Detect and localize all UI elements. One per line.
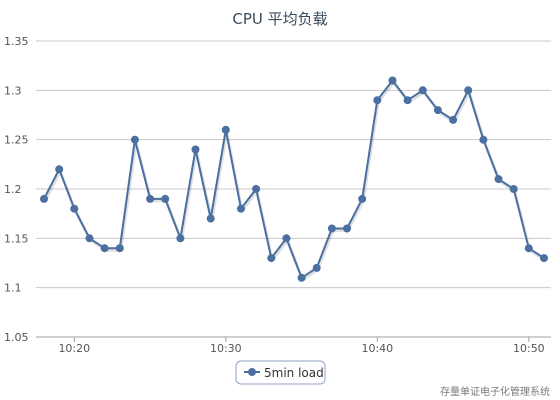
grid bbox=[36, 40, 551, 338]
data-point[interactable] bbox=[206, 214, 215, 223]
chart-title: CPU 平均负载 bbox=[232, 10, 327, 28]
data-point[interactable] bbox=[343, 224, 351, 233]
data-point[interactable] bbox=[403, 96, 412, 105]
data-point[interactable] bbox=[282, 234, 291, 243]
data-point[interactable] bbox=[540, 254, 548, 263]
data-point[interactable] bbox=[146, 194, 155, 203]
data-point[interactable] bbox=[85, 234, 94, 243]
credits-text[interactable]: 存量单证电子化管理系统 bbox=[440, 385, 550, 398]
data-point[interactable] bbox=[479, 135, 488, 144]
legend-series-marker bbox=[248, 368, 256, 376]
data-point[interactable] bbox=[297, 273, 306, 282]
x-tick-label: 10:30 bbox=[210, 342, 242, 355]
data-point[interactable] bbox=[237, 204, 245, 213]
x-tick-label: 10:40 bbox=[361, 342, 393, 355]
x-tick-label: 10:20 bbox=[58, 342, 90, 355]
data-point[interactable] bbox=[100, 244, 109, 253]
data-point[interactable] bbox=[191, 145, 200, 154]
data-point[interactable] bbox=[70, 204, 79, 213]
data-point[interactable] bbox=[524, 244, 533, 253]
data-point[interactable] bbox=[312, 263, 321, 272]
data-point[interactable] bbox=[464, 86, 473, 95]
y-tick-label: 1.35 bbox=[4, 35, 29, 48]
data-point[interactable] bbox=[449, 115, 458, 124]
data-point[interactable] bbox=[115, 244, 124, 253]
data-point[interactable] bbox=[176, 234, 185, 243]
y-tick-label: 1.05 bbox=[4, 331, 29, 344]
y-axis: 1.05 1.1 1.15 1.2 1.25 1.3 1.35 bbox=[4, 35, 29, 344]
data-point[interactable] bbox=[433, 106, 442, 115]
data-point[interactable] bbox=[418, 86, 427, 95]
data-point[interactable] bbox=[221, 125, 230, 134]
data-point[interactable] bbox=[509, 185, 518, 193]
legend[interactable]: 5min load bbox=[235, 360, 326, 385]
x-tick-label: 10:50 bbox=[513, 342, 545, 355]
data-point[interactable] bbox=[373, 96, 382, 105]
y-tick-label: 1.1 bbox=[4, 282, 22, 295]
x-axis: 10:20 10:30 10:40 10:50 bbox=[36, 336, 551, 355]
y-tick-label: 1.15 bbox=[4, 232, 29, 245]
y-tick-label: 1.25 bbox=[4, 134, 29, 147]
y-tick-label: 1.3 bbox=[4, 84, 22, 97]
series-line[interactable] bbox=[43, 79, 545, 279]
data-point[interactable] bbox=[358, 194, 367, 203]
data-point[interactable] bbox=[40, 194, 48, 203]
data-point[interactable] bbox=[388, 76, 397, 85]
data-point[interactable] bbox=[327, 224, 336, 233]
plot-area bbox=[40, 76, 548, 282]
data-point[interactable] bbox=[161, 194, 170, 203]
legend-box[interactable] bbox=[235, 360, 326, 385]
data-point[interactable] bbox=[55, 165, 64, 174]
legend-series-label[interactable]: 5min load bbox=[264, 366, 324, 380]
data-point[interactable] bbox=[267, 254, 276, 263]
y-tick-label: 1.2 bbox=[4, 183, 22, 196]
data-point[interactable] bbox=[130, 135, 139, 144]
data-point[interactable] bbox=[494, 175, 503, 184]
data-point[interactable] bbox=[252, 185, 261, 193]
